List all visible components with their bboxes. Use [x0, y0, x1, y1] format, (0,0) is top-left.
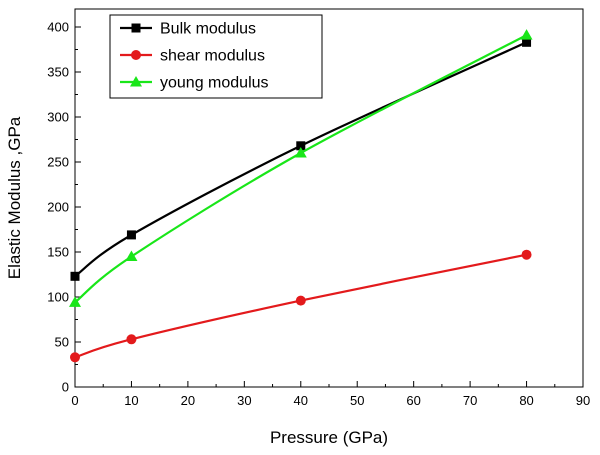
- x-tick-label: 70: [463, 393, 477, 408]
- data-point: [69, 296, 81, 307]
- x-tick-label: 30: [237, 393, 251, 408]
- x-tick-label: 80: [519, 393, 533, 408]
- data-point: [126, 230, 136, 240]
- legend-marker: [131, 23, 141, 33]
- y-tick-label: 100: [47, 290, 69, 305]
- series-2: [69, 29, 533, 307]
- legend-marker: [131, 50, 141, 60]
- data-point: [295, 295, 306, 306]
- y-tick-label: 50: [55, 335, 69, 350]
- legend-label: young modulus: [160, 75, 269, 92]
- data-point: [294, 147, 307, 158]
- series-line: [74, 41, 528, 278]
- legend: Bulk modulus shear modulus young modulus: [109, 14, 323, 99]
- y-tick-label: 150: [47, 245, 69, 260]
- x-tick-label: 40: [294, 393, 308, 408]
- y-tick-label: 350: [47, 65, 69, 80]
- series-layer: [69, 29, 533, 363]
- data-point: [520, 29, 533, 40]
- x-tick-label: 10: [124, 393, 138, 408]
- legend-label: Bulk modulus: [160, 21, 256, 38]
- x-tick-label: 50: [350, 393, 364, 408]
- x-tick-label: 20: [181, 393, 195, 408]
- data-point: [70, 352, 80, 363]
- x-tick-label: 90: [576, 393, 590, 408]
- x-axis: 0 10 20 30 40 50 60 70 80 90: [71, 381, 590, 408]
- x-tick-label: 60: [406, 393, 420, 408]
- y-tick-label: 250: [47, 155, 69, 170]
- data-point: [125, 250, 138, 261]
- data-point: [296, 141, 306, 151]
- data-point: [522, 37, 532, 47]
- x-tick-label: 0: [71, 393, 78, 408]
- y-tick-label: 400: [47, 20, 69, 35]
- y-tick-label: 200: [47, 200, 69, 215]
- legend-item-2: young modulus: [120, 75, 269, 92]
- y-axis: 0 50 100 150 200 250 300 350 400: [47, 20, 81, 395]
- legend-item-0: Bulk modulus: [120, 21, 256, 38]
- legend-item-1: shear modulus: [120, 48, 265, 65]
- series-0: [70, 37, 532, 281]
- y-tick-label: 0: [62, 380, 69, 395]
- x-axis-title: Pressure (GPa): [270, 428, 388, 447]
- y-axis-title: Elastic Modulus ,GPa: [5, 116, 24, 279]
- data-point: [126, 334, 137, 345]
- y-tick-label: 300: [47, 110, 69, 125]
- legend-marker: [130, 76, 142, 87]
- data-point: [521, 249, 532, 260]
- data-point: [70, 271, 80, 281]
- series-1: [70, 249, 532, 363]
- series-line: [74, 253, 527, 359]
- series-line: [74, 34, 528, 304]
- legend-label: shear modulus: [160, 48, 265, 65]
